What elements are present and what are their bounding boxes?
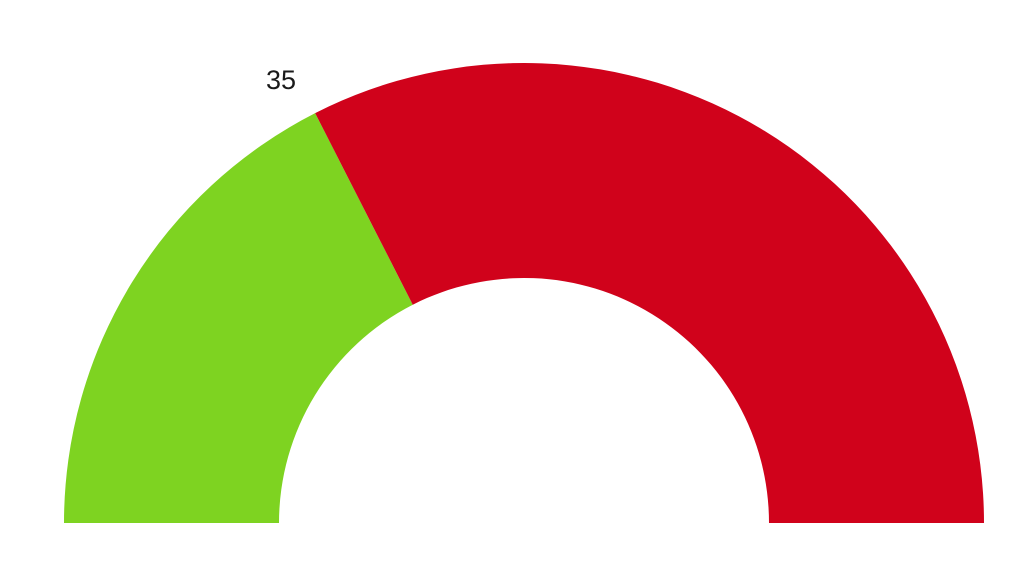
gauge-segment-1 (315, 63, 984, 523)
gauge-segment-0 (64, 113, 413, 523)
gauge-value-label: 35 (266, 65, 296, 95)
gauge-segments (64, 63, 984, 523)
